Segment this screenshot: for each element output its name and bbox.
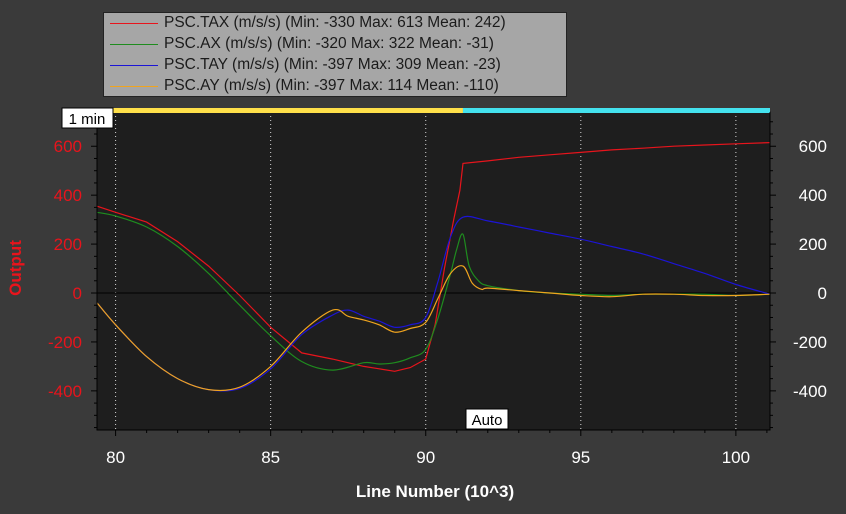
- time-bar: [97, 108, 770, 113]
- legend-label: PSC.AY (m/s/s) (Min: -397 Max: 114 Mean:…: [164, 77, 499, 94]
- y-tick-label-left: -200: [48, 333, 82, 352]
- x-tick-label: 100: [722, 448, 750, 467]
- y-tick-label-left: 400: [54, 186, 82, 205]
- y-tick-label-left: -400: [48, 382, 82, 401]
- y-tick-label-right: -400: [793, 382, 827, 401]
- time-bar-segment: [97, 108, 463, 113]
- legend-item: PSC.AX (m/s/s) (Min: -320 Max: 322 Mean:…: [104, 34, 566, 55]
- y-tick-label-left: 600: [54, 137, 82, 156]
- x-tick-label: 90: [416, 448, 435, 467]
- legend-label: PSC.AX (m/s/s) (Min: -320 Max: 322 Mean:…: [164, 35, 494, 52]
- legend: PSC.TAX (m/s/s) (Min: -330 Max: 613 Mean…: [103, 12, 567, 97]
- legend-item: PSC.TAY (m/s/s) (Min: -397 Max: 309 Mean…: [104, 55, 566, 76]
- legend-swatch: [110, 44, 158, 45]
- y-tick-label-left: 0: [73, 284, 82, 303]
- legend-label: PSC.TAY (m/s/s) (Min: -397 Max: 309 Mean…: [164, 56, 501, 73]
- time-bar-label-box: 1 min: [61, 107, 114, 129]
- y-tick-label-left: 200: [54, 235, 82, 254]
- x-axis-title: Line Number (10^3): [356, 482, 514, 501]
- legend-swatch: [110, 86, 158, 87]
- legend-label: PSC.TAX (m/s/s) (Min: -330 Max: 613 Mean…: [164, 14, 506, 31]
- time-bar-segment: [462, 108, 770, 113]
- series-line: [96, 211, 771, 371]
- plot-background: [96, 111, 771, 431]
- time-bar-label: 1 min: [69, 111, 106, 128]
- x-tick-label: 95: [571, 448, 590, 467]
- legend-item: PSC.TAX (m/s/s) (Min: -330 Max: 613 Mean…: [104, 13, 566, 34]
- series-line: [96, 265, 771, 392]
- x-tick-label: 80: [106, 448, 125, 467]
- x-tick-label: 85: [261, 448, 280, 467]
- y-tick-label-right: -200: [793, 333, 827, 352]
- grid-layer: [115, 112, 737, 430]
- series-layer: [96, 142, 771, 392]
- legend-swatch: [110, 65, 158, 66]
- y-tick-label-right: 600: [799, 137, 827, 156]
- series-line: [96, 142, 771, 372]
- y-axis-title: Output: [6, 240, 25, 296]
- legend-swatch: [110, 23, 158, 24]
- auto-label: Auto: [472, 412, 503, 429]
- legend-item: PSC.AY (m/s/s) (Min: -397 Max: 114 Mean:…: [104, 76, 566, 97]
- y-tick-label-right: 400: [799, 186, 827, 205]
- y-tick-label-right: 0: [818, 284, 827, 303]
- axis-layer: -400 -200 0 200 400 600 -400 -200 0 200 400 600 80 85…: [48, 112, 827, 467]
- y-tick-label-right: 200: [799, 235, 827, 254]
- auto-label-box: Auto: [465, 408, 509, 430]
